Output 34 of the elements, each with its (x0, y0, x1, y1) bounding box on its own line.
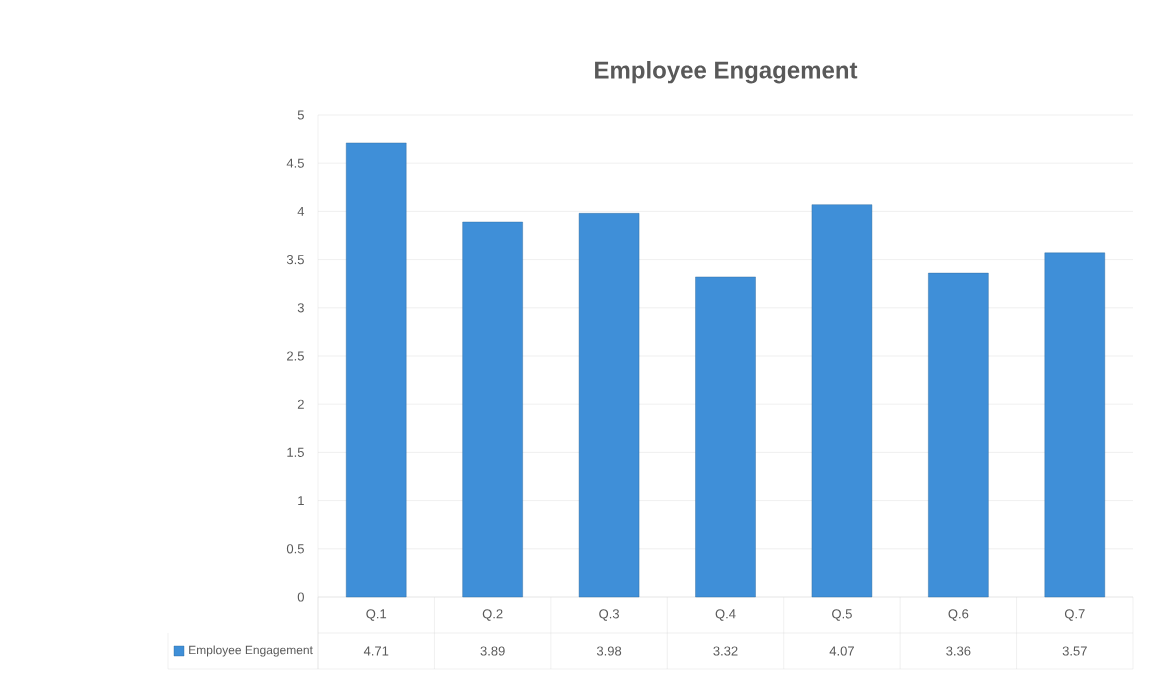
y-tick-label: 4.5 (286, 158, 304, 168)
y-tick-label: 3 (297, 303, 304, 313)
x-tick-label: Q.2 (482, 609, 503, 621)
y-tick-label: 5 (297, 110, 304, 120)
y-tick-label: 0 (297, 592, 304, 602)
data-label: 4.07 (829, 646, 854, 656)
bar (462, 221, 523, 598)
x-tick-label: Q.1 (366, 609, 387, 621)
bar (928, 272, 989, 598)
x-tick-label: Q.3 (599, 609, 619, 621)
y-tick-label: 1 (298, 496, 304, 506)
bar (695, 276, 756, 598)
x-tick-label: Q.6 (948, 609, 969, 621)
data-label: 4.71 (363, 646, 389, 656)
data-label: 3.36 (946, 646, 971, 656)
bar (811, 204, 873, 598)
y-tick-label: 1.5 (287, 447, 304, 457)
y-tick-label: 2 (297, 399, 304, 409)
chart-title: Employee Engagement (595, 60, 858, 84)
bar (1044, 252, 1105, 598)
bar (578, 213, 640, 598)
legend-label: Employee Engagement (189, 645, 313, 657)
data-label: 3.57 (1062, 646, 1087, 656)
y-tick-label: 0.5 (286, 544, 304, 554)
x-tick-label: Q.4 (715, 609, 736, 621)
x-tick-label: Q.7 (1064, 609, 1085, 621)
y-tick-label: 2.5 (287, 351, 304, 361)
data-label: 3.89 (480, 646, 505, 656)
data-label: 3.32 (713, 646, 738, 656)
data-label: 3.98 (596, 646, 622, 656)
x-tick-label: Q.5 (832, 609, 852, 621)
y-tick-label: 3.5 (286, 254, 304, 265)
bar (346, 142, 407, 598)
y-tick-label: 4 (297, 206, 305, 216)
